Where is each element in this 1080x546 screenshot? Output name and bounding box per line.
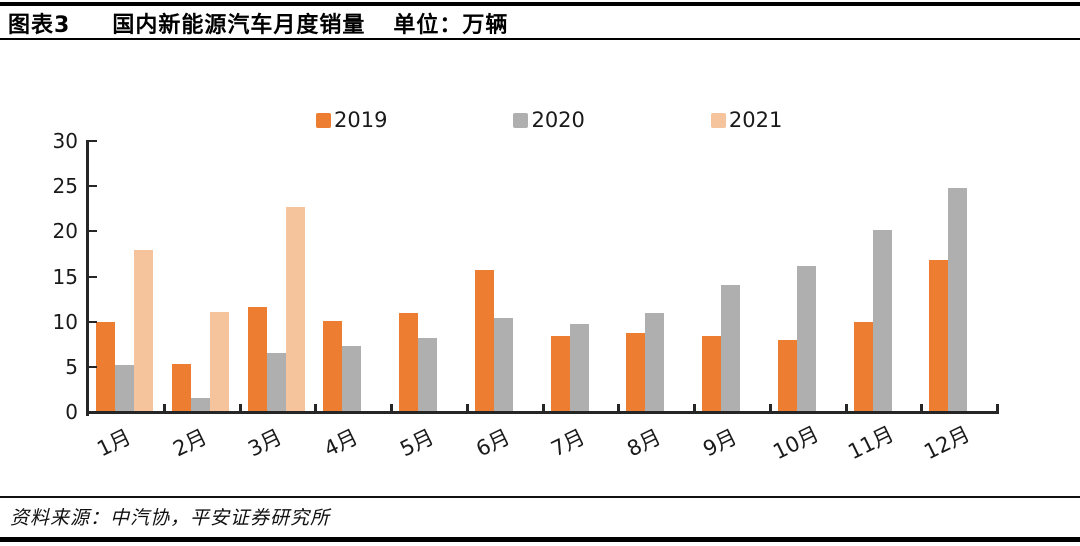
x-tick-1	[162, 404, 166, 412]
y-tick-15	[89, 275, 97, 278]
bar-2020-8月	[645, 312, 665, 412]
y-tick-10	[89, 320, 97, 323]
x-tick-label-2月: 2月	[168, 424, 211, 462]
bar-2019-1月	[96, 321, 115, 412]
x-tick-label-12月: 12月	[920, 421, 974, 465]
y-axis-line	[86, 140, 89, 416]
x-tick-11	[920, 404, 924, 412]
y-tick-label-10: 10	[52, 309, 78, 334]
x-tick-label-11月: 11月	[844, 421, 899, 465]
bar-2020-10月	[796, 265, 816, 412]
y-tick-5	[89, 365, 97, 368]
bar-2019-2月	[171, 364, 191, 412]
x-tick-label-1月: 1月	[93, 424, 135, 462]
figure-label: 图表3	[8, 13, 71, 38]
x-tick-3	[314, 404, 318, 412]
bar-2019-10月	[777, 339, 797, 412]
legend-label-2021: 2021	[728, 108, 783, 132]
x-tick-10	[844, 404, 848, 412]
y-tick-label-0: 0	[65, 400, 78, 424]
x-tick-12	[996, 404, 999, 412]
legend-swatch-2021	[710, 113, 726, 128]
bar-2019-12月	[929, 260, 949, 412]
bar-2020-12月	[948, 187, 968, 412]
x-tick-label-6月: 6月	[471, 424, 514, 462]
x-tick-label-3月: 3月	[244, 424, 287, 462]
bar-2021-3月	[285, 206, 305, 412]
x-tick-label-10月: 10月	[768, 421, 823, 465]
legend-item-2021: 2021	[710, 108, 783, 132]
x-tick-5	[465, 404, 469, 412]
x-tick-label-8月: 8月	[623, 424, 665, 462]
bar-2019-6月	[474, 270, 494, 412]
x-tick-2	[238, 404, 242, 412]
y-tick-20	[89, 230, 97, 233]
figure-source: 资料来源：中汽协，平安证券研究所	[10, 507, 331, 529]
figure-unit-label: 单位：万辆	[393, 13, 509, 38]
x-tick-9	[768, 404, 772, 412]
x-tick-7	[617, 404, 621, 412]
x-tick-label-7月: 7月	[547, 424, 590, 462]
y-tick-label-15: 15	[52, 264, 78, 289]
legend-swatch-2019	[316, 113, 331, 128]
figure-title: 国内新能源汽车月度销量	[112, 13, 366, 38]
legend-item-2020: 2020	[513, 108, 585, 132]
x-tick-label-9月: 9月	[699, 424, 741, 462]
bar-2020-6月	[493, 318, 513, 412]
bar-2019-11月	[853, 321, 873, 412]
bar-2020-7月	[569, 324, 589, 412]
legend-item-2019: 2019	[316, 110, 387, 131]
x-tick-6	[541, 404, 545, 412]
legend-label-2019: 2019	[334, 108, 388, 132]
header-divider-rule	[0, 38, 1080, 40]
figure-header: 图表3 国内新能源汽车月度销量 单位：万辆	[8, 7, 508, 39]
x-tick-8	[693, 404, 696, 412]
bar-2020-1月	[115, 365, 134, 412]
chart-legend: 2019 2020 2021	[316, 110, 782, 131]
y-tick-label-20: 20	[52, 219, 78, 244]
bar-2020-11月	[872, 230, 892, 412]
legend-label-2020: 2020	[531, 108, 585, 132]
bar-2019-8月	[626, 332, 646, 412]
bar-2020-4月	[342, 346, 362, 412]
y-tick-label-5: 5	[65, 354, 78, 379]
footer-divider-rule	[0, 496, 1080, 498]
bar-2021-2月	[209, 311, 229, 412]
bar-2021-1月	[134, 250, 153, 412]
legend-swatch-2020	[513, 113, 529, 128]
bar-2019-7月	[550, 336, 570, 412]
bar-2019-5月	[399, 312, 418, 412]
bar-2020-5月	[418, 337, 437, 412]
y-tick-label-25: 25	[52, 174, 78, 199]
bar-2020-9月	[721, 284, 740, 412]
bar-2019-9月	[702, 336, 721, 412]
x-axis-line	[86, 411, 999, 414]
y-tick-25	[89, 185, 97, 188]
x-tick-4	[390, 404, 393, 412]
bar-2020-2月	[190, 397, 210, 412]
y-tick-30	[89, 140, 97, 142]
bottom-border-rule	[0, 537, 1080, 542]
bar-2019-4月	[323, 320, 343, 412]
top-border-rule	[0, 2, 1080, 6]
y-tick-label-30: 30	[52, 129, 78, 153]
x-tick-label-4月: 4月	[320, 424, 362, 462]
bar-2019-3月	[247, 307, 267, 412]
x-tick-label-5月: 5月	[396, 424, 438, 462]
bar-2020-3月	[266, 353, 286, 412]
